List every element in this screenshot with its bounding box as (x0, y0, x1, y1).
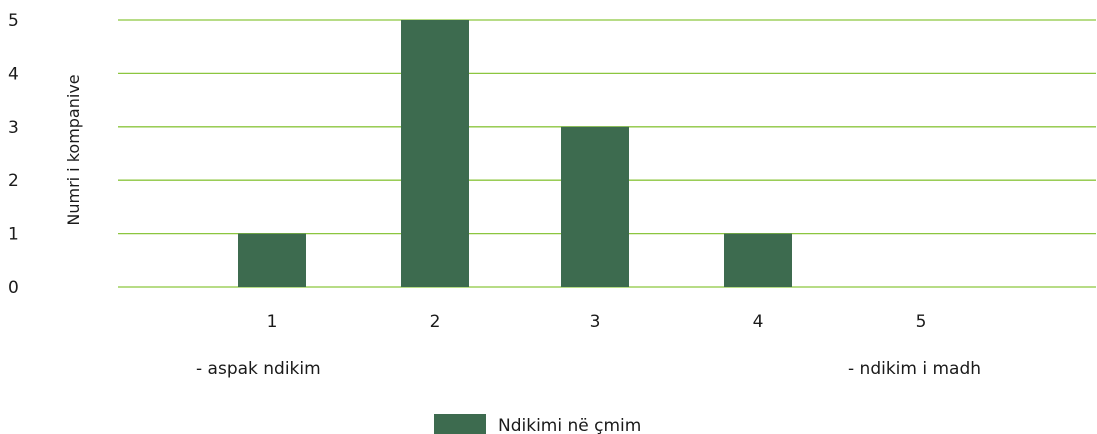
y-tick-label-2: 2 (8, 171, 19, 191)
y-tick-label-1: 1 (8, 225, 19, 245)
y-tick-label-3: 3 (8, 118, 19, 138)
x-tick-label-2: 2 (430, 312, 441, 332)
x-tick-label-5: 5 (916, 312, 927, 332)
x-tick-label-4: 4 (753, 312, 764, 332)
bar-1 (238, 233, 306, 287)
legend: Ndikimi në çmim (434, 414, 641, 434)
bar-4 (724, 233, 792, 287)
y-tick-label-4: 4 (8, 64, 19, 84)
x-axis-ticks: 1 2 3 4 5 (267, 312, 927, 332)
bar-2 (401, 20, 469, 287)
x-tick-label-1: 1 (267, 312, 278, 332)
y-axis-ticks: 0 1 2 3 4 5 (8, 11, 19, 298)
x-tick-label-3: 3 (590, 312, 601, 332)
y-tick-label-0: 0 (8, 278, 19, 298)
scale-note-high: - ndikim i madh (848, 359, 981, 379)
y-tick-label-5: 5 (8, 11, 19, 31)
bar-3 (561, 126, 629, 287)
y-axis-title: Numri i kompanive (64, 74, 83, 225)
legend-label: Ndikimi në çmim (498, 416, 641, 434)
scale-note-low: - aspak ndikim (196, 359, 321, 379)
bars (238, 20, 792, 287)
legend-swatch (434, 414, 486, 434)
